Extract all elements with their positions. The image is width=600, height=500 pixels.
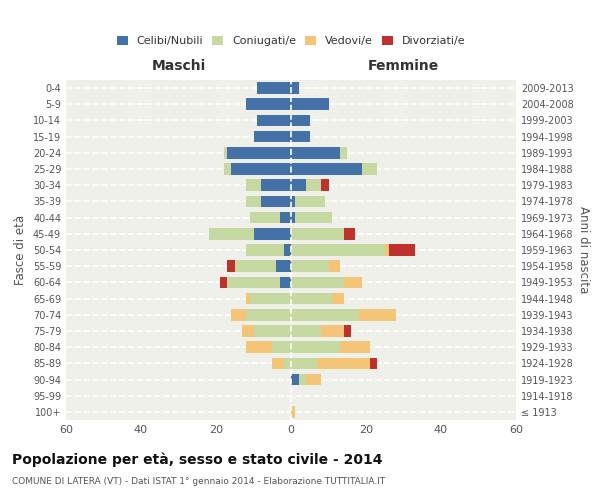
Bar — [291, 228, 343, 239]
Bar — [291, 147, 340, 158]
Bar — [246, 180, 261, 191]
Bar — [257, 114, 291, 126]
Bar — [291, 292, 332, 304]
Bar — [246, 244, 284, 256]
Bar — [284, 358, 291, 369]
Bar — [242, 325, 254, 337]
Bar — [291, 82, 299, 94]
Bar — [261, 196, 291, 207]
Bar — [254, 325, 291, 337]
Bar — [291, 358, 317, 369]
Bar — [343, 276, 362, 288]
Bar — [321, 180, 329, 191]
Bar — [385, 244, 389, 256]
Text: Femmine: Femmine — [368, 59, 439, 73]
Bar — [223, 163, 231, 175]
Bar — [291, 260, 329, 272]
Bar — [291, 212, 295, 224]
Bar — [276, 260, 291, 272]
Bar — [291, 163, 362, 175]
Bar — [340, 147, 347, 158]
Bar — [272, 358, 284, 369]
Bar — [235, 260, 276, 272]
Bar — [295, 196, 325, 207]
Bar — [343, 325, 351, 337]
Bar — [291, 325, 321, 337]
Legend: Celibi/Nubili, Coniugati/e, Vedovi/e, Divorziati/e: Celibi/Nubili, Coniugati/e, Vedovi/e, Di… — [112, 31, 470, 50]
Bar — [291, 114, 310, 126]
Bar — [220, 276, 227, 288]
Bar — [284, 244, 291, 256]
Bar — [291, 406, 295, 417]
Bar — [246, 292, 250, 304]
Bar — [291, 244, 385, 256]
Bar — [227, 276, 280, 288]
Bar — [291, 342, 340, 353]
Bar — [362, 163, 377, 175]
Text: Maschi: Maschi — [151, 59, 206, 73]
Bar — [291, 309, 359, 320]
Bar — [340, 342, 370, 353]
Bar — [254, 131, 291, 142]
Y-axis label: Anni di nascita: Anni di nascita — [577, 206, 590, 294]
Bar — [261, 180, 291, 191]
Bar — [291, 196, 295, 207]
Bar — [231, 163, 291, 175]
Bar — [306, 180, 321, 191]
Bar — [291, 98, 329, 110]
Bar — [250, 212, 280, 224]
Bar — [299, 374, 306, 386]
Bar — [306, 374, 321, 386]
Bar — [343, 228, 355, 239]
Bar — [321, 325, 343, 337]
Text: Popolazione per età, sesso e stato civile - 2014: Popolazione per età, sesso e stato civil… — [12, 452, 383, 467]
Bar — [254, 228, 291, 239]
Bar — [291, 276, 343, 288]
Bar — [389, 244, 415, 256]
Bar — [370, 358, 377, 369]
Bar — [332, 292, 343, 304]
Bar — [246, 196, 261, 207]
Bar — [295, 212, 332, 224]
Bar — [227, 260, 235, 272]
Bar — [291, 374, 299, 386]
Y-axis label: Fasce di età: Fasce di età — [14, 215, 27, 285]
Bar — [291, 180, 306, 191]
Bar — [246, 342, 272, 353]
Bar — [250, 292, 291, 304]
Bar — [231, 309, 246, 320]
Bar — [227, 147, 291, 158]
Bar — [317, 358, 370, 369]
Bar — [223, 147, 227, 158]
Text: COMUNE DI LATERA (VT) - Dati ISTAT 1° gennaio 2014 - Elaborazione TUTTITALIA.IT: COMUNE DI LATERA (VT) - Dati ISTAT 1° ge… — [12, 478, 385, 486]
Bar — [280, 276, 291, 288]
Bar — [257, 82, 291, 94]
Bar — [291, 131, 310, 142]
Bar — [209, 228, 254, 239]
Bar — [246, 309, 291, 320]
Bar — [246, 98, 291, 110]
Bar — [329, 260, 340, 272]
Bar — [280, 212, 291, 224]
Bar — [359, 309, 396, 320]
Bar — [272, 342, 291, 353]
